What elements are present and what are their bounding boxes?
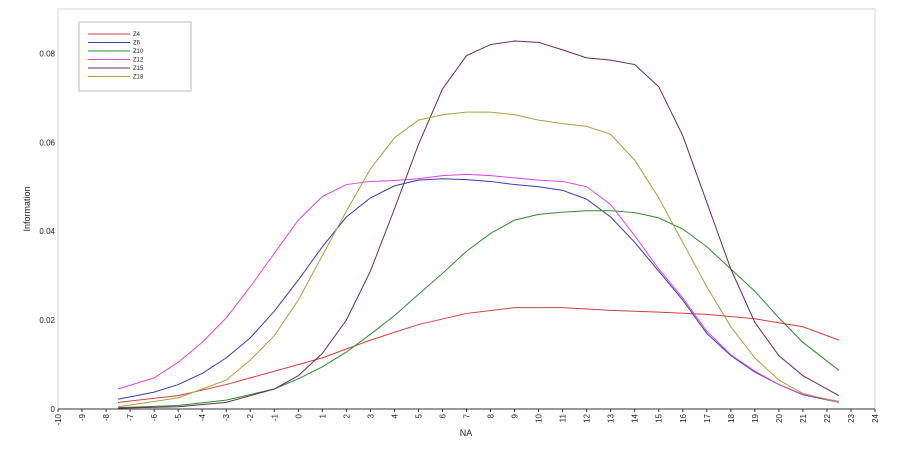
y-tick-label: 0.04 [39, 227, 55, 236]
x-tick-label: 2 [342, 413, 351, 418]
x-tick-label: -5 [174, 413, 183, 421]
legend: Z4 Z6 Z10 Z12 Z15 Z18 [78, 21, 192, 92]
x-tick-label: 18 [727, 413, 736, 422]
legend-label-z18: Z18 [133, 75, 144, 81]
x-tick-label: 15 [655, 413, 664, 422]
x-tick-label: 11 [559, 413, 568, 422]
x-tick-label: -2 [246, 413, 255, 421]
legend-label-z4: Z4 [133, 32, 141, 38]
series-line-z6 [117, 178, 840, 403]
x-tick-label: 12 [583, 413, 592, 422]
series-line-z15 [118, 40, 840, 409]
x-tick-label: -6 [150, 413, 159, 421]
y-tick-label: 0.08 [39, 49, 55, 58]
x-tick-label: -1 [270, 413, 279, 421]
legend-label-z10: Z10 [133, 49, 144, 55]
x-tick-label: 0 [294, 413, 303, 418]
x-tick-label: 16 [679, 413, 688, 422]
y-tick-label: 0.06 [39, 138, 55, 147]
x-tick-label: -4 [198, 413, 207, 421]
series-layer [117, 40, 840, 409]
y-tick-label: 0 [51, 405, 56, 414]
x-tick-label: 9 [511, 413, 520, 418]
x-tick-label: 20 [775, 413, 784, 422]
x-tick-label: 14 [631, 413, 640, 422]
x-tick-label: 22 [823, 413, 832, 422]
legend-label-z12: Z12 [133, 58, 144, 64]
x-tick-label: 23 [847, 413, 856, 422]
x-axis-ticks: -10 -9 -8 -7 -6 -5 -4 -3 -2 -1 0 1 2 3 4 5 6 7 8 9 10 11 12 13 1… [54, 409, 880, 426]
x-tick-label: 19 [751, 413, 760, 422]
y-tick-label: 0.02 [39, 316, 55, 325]
x-tick-label: -7 [126, 413, 135, 421]
x-tick-label: 5 [414, 413, 423, 418]
x-tick-label: 6 [438, 413, 447, 418]
x-tick-label: 17 [703, 413, 712, 422]
x-tick-label: 4 [390, 413, 399, 418]
x-axis-title: NA [460, 428, 473, 438]
y-axis-ticks: 0 0.02 0.04 0.06 0.08 [39, 49, 55, 414]
x-tick-label: 7 [463, 413, 472, 418]
x-tick-label: -8 [102, 413, 111, 421]
x-tick-label: 13 [607, 413, 616, 422]
x-tick-label: -3 [222, 413, 231, 421]
legend-label-z6: Z6 [133, 41, 141, 47]
x-tick-label: 3 [366, 413, 375, 418]
y-axis-title: Information [22, 186, 32, 231]
x-tick-label: 1 [318, 413, 327, 418]
series-line-z4 [118, 307, 840, 403]
x-tick-label: -10 [54, 413, 63, 425]
x-tick-label: 10 [535, 413, 544, 422]
series-line-z12 [117, 173, 840, 402]
x-tick-label: 8 [487, 413, 496, 418]
x-tick-label: -9 [78, 413, 87, 421]
series-line-z10 [118, 210, 840, 409]
x-tick-label: 24 [871, 413, 880, 422]
legend-label-z15: Z15 [133, 66, 144, 72]
x-tick-label: 21 [799, 413, 808, 422]
series-line-z18 [117, 111, 840, 408]
